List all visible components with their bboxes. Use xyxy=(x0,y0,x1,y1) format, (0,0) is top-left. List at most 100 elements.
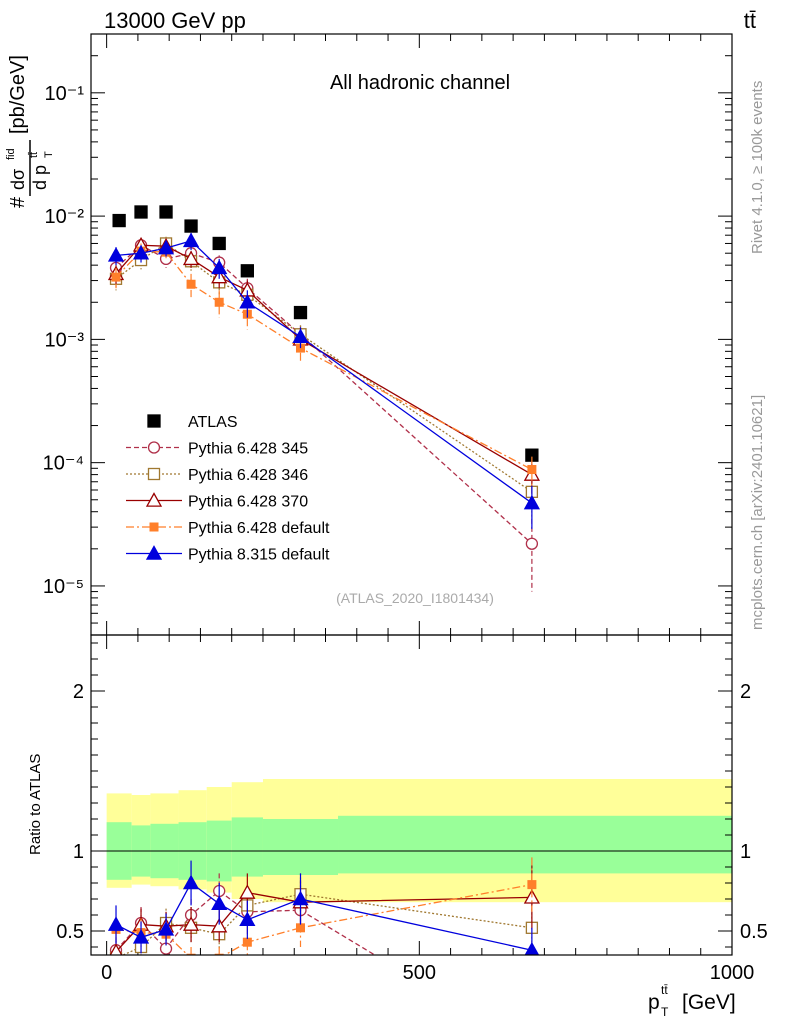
legend-label: Pythia 6.428 default xyxy=(188,520,330,537)
x-tick-label: 500 xyxy=(403,962,436,984)
ratio-panel: 2 2 1 1 0.5 0.5 0 500 1000 Ratio to ATLAS p T t… xyxy=(27,634,768,1019)
ratio-y-axis-label: Ratio to ATLAS xyxy=(27,754,44,855)
ylabel-numerator-sup: fid xyxy=(5,148,17,160)
main-line-pythia-6-428-default xyxy=(115,250,533,471)
ratio-y-tick-label-left: 2 xyxy=(73,681,84,703)
ratio-y-tick-label-right: 1 xyxy=(740,841,751,863)
ylabel-numerator: dσ xyxy=(8,169,28,190)
main-x-ticks xyxy=(106,34,733,635)
main-y-tick-label: 10⁻² xyxy=(45,206,85,228)
xlabel-sub: T xyxy=(661,1005,669,1019)
legend-label: Pythia 8.315 default xyxy=(188,547,330,564)
ratio-point-pythia-6-428-default xyxy=(527,880,537,890)
ratio-band-inner xyxy=(262,819,339,875)
ratio-series-pythia-8-315-default xyxy=(107,860,540,955)
analysis-label: (ATLAS_2020_I1801434) xyxy=(336,590,494,606)
main-point-pythia-6-428-default xyxy=(186,279,196,289)
ratio-point-pythia-8-315-default xyxy=(239,911,256,927)
chart-title: All hadronic channel xyxy=(330,72,510,94)
main-point-atlas xyxy=(134,205,148,219)
legend-label: Pythia 6.428 370 xyxy=(188,494,308,511)
ratio-point-pythia-8-315-default xyxy=(132,929,150,944)
main-series-pythia-8-315-default xyxy=(107,232,540,529)
ratio-line-pythia-8-315-default xyxy=(115,882,533,951)
main-y-axis-label: # dσ fid d p T tt̄ [pb/GeV] xyxy=(5,55,55,208)
legend-marker xyxy=(145,492,163,507)
legend-label: ATLAS xyxy=(188,414,238,431)
main-point-pythia-6-428-default xyxy=(527,465,537,475)
x-tick-label: 0 xyxy=(101,962,112,984)
main-point-atlas xyxy=(184,219,198,233)
ratio-frame xyxy=(90,634,733,956)
ratio-y-tick-label-left: 0.5 xyxy=(56,921,84,943)
main-frame xyxy=(90,33,733,636)
ratio-x-ticks: 0 500 1000 xyxy=(101,635,754,984)
xlabel-sup: tt̄ xyxy=(661,983,668,997)
main-point-pythia-8-315-default xyxy=(211,259,228,275)
ratio-y-tick-label-left: 1 xyxy=(73,841,84,863)
xlabel-unit: [GeV] xyxy=(682,991,736,1014)
ylabel-denominator-sup: tt̄ xyxy=(28,152,40,158)
ratio-point-pythia-6-428-370 xyxy=(211,917,228,933)
main-point-pythia-8-315-default xyxy=(523,494,540,510)
main-point-pythia-8-315-default xyxy=(239,293,256,309)
main-point-pythia-6-428-default xyxy=(214,297,224,307)
energy-label: 13000 GeV pp xyxy=(104,8,246,33)
ratio-bands xyxy=(106,779,732,903)
ratio-series xyxy=(107,857,540,955)
ratio-point-pythia-8-315-default xyxy=(107,916,125,931)
ratio-y-tick-label-right: 0.5 xyxy=(740,921,768,943)
main-series-pythia-6-428-default xyxy=(111,243,537,487)
main-point-atlas xyxy=(159,205,173,219)
rivet-label: Rivet 4.1.0, ≥ 100k events xyxy=(749,81,766,254)
main-line-pythia-6-428-345 xyxy=(115,244,533,545)
main-y-tick-label: 10⁻¹ xyxy=(45,83,85,105)
xlabel-base: p xyxy=(648,991,660,1014)
main-series-pythia-6-428-346 xyxy=(109,236,539,518)
main-panel: All hadronic channel (ATLAS_2020_I180143… xyxy=(5,33,733,636)
legend-marker xyxy=(147,467,161,481)
main-y-tick-label: 10⁻³ xyxy=(45,329,85,351)
ratio-point-pythia-6-428-370 xyxy=(239,884,256,899)
legend-marker xyxy=(149,522,159,532)
main-series-atlas xyxy=(112,205,539,462)
ratio-point-pythia-8-315-default xyxy=(182,874,200,890)
ylabel-unit: [pb/GeV] xyxy=(7,55,29,134)
main-point-pythia-6-428-default xyxy=(111,272,121,282)
legend-marker xyxy=(147,441,161,454)
legend: ATLAS Pythia 6.428 345 Pythia 6.428 346 Pyt… xyxy=(126,414,330,564)
main-line-pythia-8-315-default xyxy=(115,240,533,504)
x-tick-label: 1000 xyxy=(710,962,755,984)
ratio-point-pythia-8-315-default xyxy=(292,890,309,906)
main-point-atlas xyxy=(212,236,226,251)
legend-marker xyxy=(147,414,161,428)
main-point-pythia-6-428-345 xyxy=(525,537,539,550)
main-point-atlas xyxy=(293,305,308,320)
ratio-point-pythia-8-315-default xyxy=(524,941,540,955)
x-axis-label: p T tt̄ [GeV] xyxy=(648,983,736,1019)
main-point-pythia-8-315-default xyxy=(292,328,309,344)
main-point-pythia-8-315-default xyxy=(132,244,150,260)
ratio-point-pythia-8-315-default xyxy=(157,921,175,936)
mcplots-label: mcplots.cern.ch [arXiv:2401.10621] xyxy=(749,395,766,630)
main-line-pythia-6-428-346 xyxy=(115,242,533,493)
ratio-band-inner xyxy=(231,817,263,877)
main-y-tick-label: 10⁻⁴ xyxy=(43,453,84,475)
ratio-point-pythia-6-428-default xyxy=(242,937,252,947)
ratio-point-pythia-6-428-370 xyxy=(182,916,200,931)
ylabel-prefix: # xyxy=(7,196,29,208)
ratio-y-tick-label-right: 2 xyxy=(740,681,751,703)
process-label: tt̄ xyxy=(744,8,756,33)
main-y-tick-label: 10⁻⁵ xyxy=(43,576,84,598)
main-series xyxy=(107,205,540,592)
ylabel-denominator: d p xyxy=(30,165,50,190)
main-y-ticks: 10⁻¹ 10⁻² 10⁻³ 10⁻⁴ 10⁻⁵ xyxy=(43,55,732,636)
main-line-pythia-6-428-370 xyxy=(115,244,533,476)
main-point-pythia-8-315-default xyxy=(157,239,175,255)
ylabel-denominator-sub: T xyxy=(43,151,55,158)
main-point-atlas xyxy=(240,264,254,278)
main-series-pythia-6-428-370 xyxy=(107,236,540,494)
ratio-point-pythia-8-315-default xyxy=(211,895,228,911)
legend-label: Pythia 6.428 345 xyxy=(188,441,308,458)
